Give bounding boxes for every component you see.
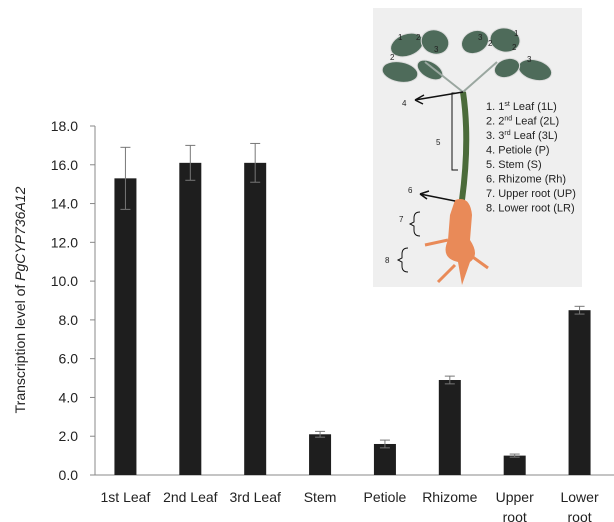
x-tick-label: Petiole: [364, 489, 407, 505]
y-tick-label: 18.0: [51, 118, 78, 134]
leaf-number: 3: [478, 33, 483, 42]
leaf-number: 2: [488, 39, 493, 48]
y-tick-label: 14.0: [51, 196, 78, 212]
inset-legend-item: 7. Upper root (UP): [486, 188, 576, 200]
y-tick-label: 0.0: [59, 467, 79, 483]
leaf-number: 2: [512, 43, 517, 52]
leaf-number: 3: [434, 45, 439, 54]
x-tick-label: 3rd Leaf: [230, 489, 281, 505]
inset-legend-sup: rd: [504, 130, 510, 137]
bar: [244, 163, 266, 475]
y-axis-label-gene: PgCYP736A12: [12, 186, 28, 280]
inset-legend-rest: Leaf (1L): [513, 101, 557, 113]
x-tick-label: 1st Leaf: [101, 489, 151, 505]
y-tick-label: 2.0: [59, 428, 79, 444]
inset-legend-item: 3. 3rd Leaf (3L): [486, 130, 558, 142]
inset-legend-item: 6. Rhizome (Rh): [486, 174, 566, 186]
y-axis-label-text: Transcription level of: [12, 281, 28, 414]
bar: [569, 310, 591, 475]
inset-legend-item: 8. Lower root (LR): [486, 203, 575, 215]
y-tick-label: 12.0: [51, 234, 78, 250]
bar: [179, 163, 201, 475]
x-tick-label: Upper root: [496, 489, 534, 522]
leaf-number: 1: [398, 33, 403, 42]
pointer-number: 6: [408, 186, 413, 195]
inset-legend-sup: nd: [504, 116, 512, 123]
inset-legend-text: 8. Lower root (LR): [486, 203, 575, 215]
inset-legend-sup: st: [504, 101, 510, 108]
inset-legend-text: 6. Rhizome (Rh): [486, 174, 566, 186]
inset-legend-item: 5. Stem (S): [486, 159, 542, 171]
inset-legend-text: 5. Stem (S): [486, 159, 542, 171]
inset-legend-text: 3. 3: [486, 130, 504, 142]
inset-legend-rest: Leaf (2L): [515, 116, 559, 128]
y-tick-label: 4.0: [59, 389, 79, 405]
bar: [309, 434, 331, 475]
pointer-number: 7: [399, 215, 404, 224]
pointer-number: 5: [436, 138, 441, 147]
y-tick-label: 16.0: [51, 157, 78, 173]
x-tick-label: 2nd Leaf: [163, 489, 218, 505]
chart: 0.0 2.0 4.0 6.0 8.0 10.0 12.0 14.0 16.0 18.0 Trans…: [0, 0, 614, 522]
bar: [504, 456, 526, 475]
leaf-number: 2: [416, 33, 421, 42]
x-tick-label-line: Upper: [496, 489, 534, 505]
x-tick-label: Stem: [304, 489, 337, 505]
x-tick-label-line: root: [568, 509, 592, 522]
x-tick-label: Rhizome: [422, 489, 477, 505]
y-tick-label: 8.0: [59, 312, 79, 328]
pointer-number: 4: [402, 99, 407, 108]
pointer-number: 8: [385, 256, 390, 265]
inset-legend-text: 7. Upper root (UP): [486, 188, 576, 200]
x-tick-label-line: root: [503, 509, 527, 522]
inset-legend-text: 4. Petiole (P): [486, 145, 550, 157]
x-tick-label-line: Lower: [560, 489, 598, 505]
leaf-number: 2: [390, 53, 395, 62]
bar: [439, 380, 461, 475]
leaf-number: 1: [514, 29, 519, 38]
inset-legend-rest: Leaf (3L): [514, 130, 558, 142]
y-tick-label: 6.0: [59, 351, 79, 367]
inset-legend-text: 1. 1: [486, 101, 504, 113]
y-tick-label: 10.0: [51, 273, 78, 289]
bar: [114, 178, 136, 475]
y-axis-label: Transcription level of PgCYP736A12: [12, 186, 28, 413]
leaf-number: 3: [527, 55, 532, 64]
bar: [374, 444, 396, 475]
inset-legend-text: 2. 2: [486, 116, 504, 128]
inset-legend-item: 4. Petiole (P): [486, 145, 550, 157]
x-tick-label: Lower root: [560, 489, 598, 522]
